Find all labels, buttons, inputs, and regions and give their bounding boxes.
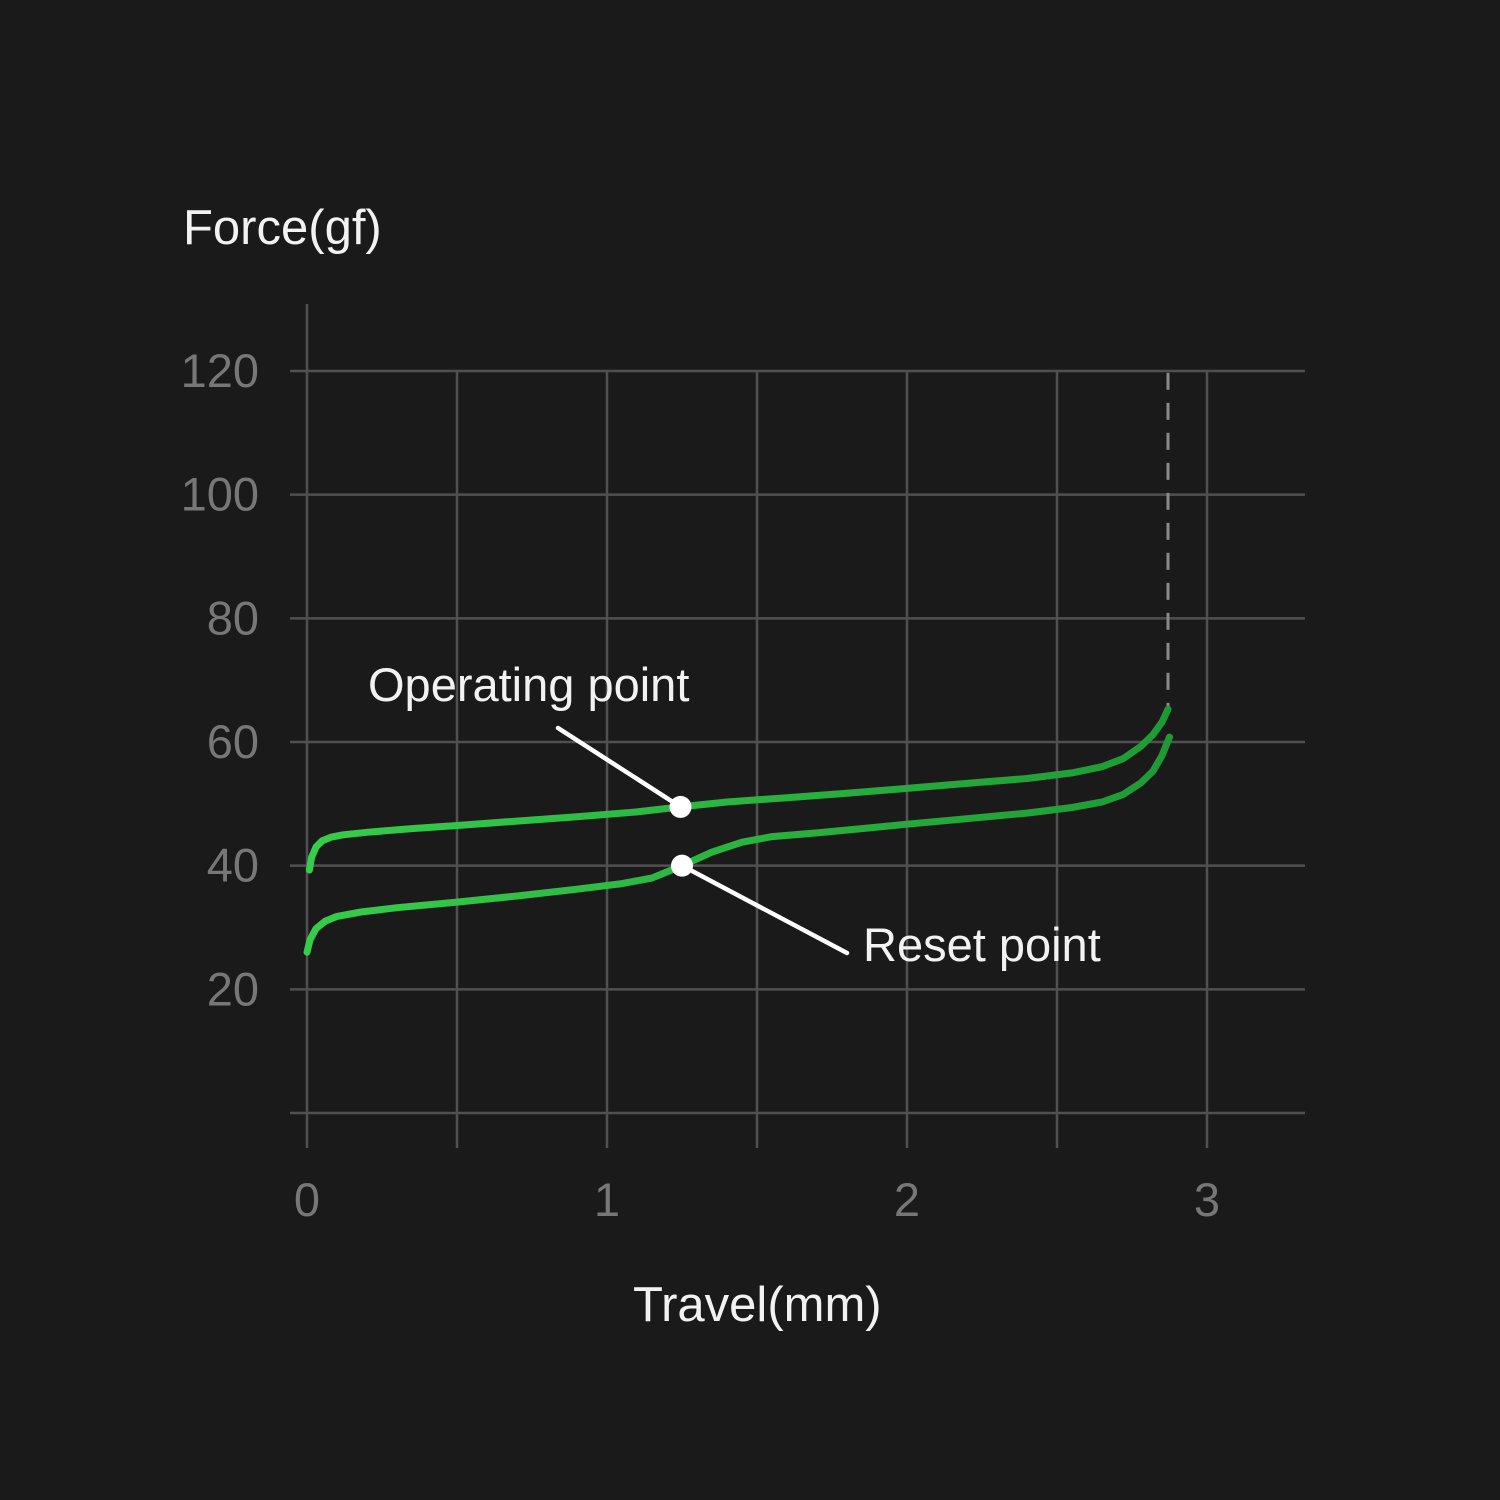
y-tick-label: 60 xyxy=(207,715,259,768)
leader-line xyxy=(679,863,850,956)
x-tick-label: 1 xyxy=(594,1173,620,1226)
y-tick-label: 100 xyxy=(181,468,259,521)
annotation-label-reset-point: Reset point xyxy=(863,918,1101,971)
press-stroke-curve xyxy=(305,705,1172,874)
annotation-label-operating-point: Operating point xyxy=(368,658,690,711)
x-axis-title: Travel(mm) xyxy=(633,1278,882,1332)
y-axis-title: Force(gf) xyxy=(183,201,382,255)
y-tick-label: 20 xyxy=(207,962,259,1015)
x-tick-label: 2 xyxy=(894,1173,920,1226)
annotation-dot xyxy=(671,854,693,877)
x-tick-label: 3 xyxy=(1194,1173,1220,1226)
x-tick-label: 0 xyxy=(294,1173,320,1226)
annotation-dot xyxy=(669,795,692,818)
leader-line xyxy=(555,725,683,810)
y-tick-label: 120 xyxy=(181,344,259,397)
y-tick-label: 80 xyxy=(207,591,259,644)
y-tick-label: 40 xyxy=(207,839,259,892)
release-stroke-curve xyxy=(303,733,1173,956)
